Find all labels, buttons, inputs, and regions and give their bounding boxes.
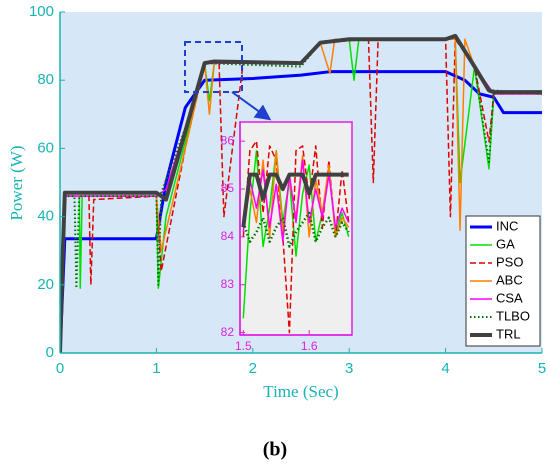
series-line — [242, 211, 350, 248]
legend-label: PSO — [496, 254, 523, 269]
legend-label: TRL — [496, 326, 521, 341]
series-line — [60, 33, 542, 353]
zoom-arrow — [231, 91, 272, 121]
x-tick-label: 1.5 — [235, 339, 252, 353]
x-tick-label: 5 — [538, 360, 546, 377]
caption: (b) — [263, 439, 287, 461]
y-tick-label: 40 — [37, 208, 54, 225]
legend-label: CSA — [496, 290, 523, 305]
legend-label: GA — [496, 236, 515, 251]
y-tick-label: 100 — [29, 3, 54, 20]
y-tick-label: 83 — [221, 277, 235, 291]
y-tick-label: 82 — [221, 325, 235, 339]
x-tick-label: 0 — [56, 360, 64, 377]
y-tick-label: 86 — [221, 133, 235, 147]
y-tick-label: 60 — [37, 139, 54, 156]
series-line — [60, 70, 542, 353]
series-line — [60, 38, 542, 353]
legend-label: TLBO — [496, 308, 530, 323]
legend-label: ABC — [496, 272, 523, 287]
y-tick-label: 80 — [37, 71, 54, 88]
legend-label: INC — [496, 218, 518, 233]
series-group — [241, 140, 350, 334]
x-tick-label: 3 — [345, 360, 353, 377]
x-axis-title: Time (Sec) — [263, 382, 338, 401]
y-tick-label: 20 — [37, 276, 54, 293]
series-group — [60, 33, 542, 353]
zoom-box — [184, 41, 243, 93]
x-tick-label: 2 — [249, 360, 257, 377]
y-tick-label: 84 — [221, 229, 235, 243]
inset-chart: 1.5 1.6 82 83 84 85 86 — [221, 121, 353, 353]
legend: INC GA PSO ABC CSA TLBO TRL — [465, 215, 541, 347]
x-tick-label: 4 — [441, 360, 449, 377]
inset-frame — [239, 121, 353, 336]
series-line — [241, 172, 349, 228]
y-tick-label: 0 — [46, 344, 54, 361]
y-tick-label: 85 — [221, 181, 235, 195]
x-tick-label: 1.6 — [301, 339, 318, 353]
series-line — [242, 159, 350, 243]
x-tick-label: 1 — [152, 360, 160, 377]
y-axis-title: Power (W) — [7, 145, 26, 220]
